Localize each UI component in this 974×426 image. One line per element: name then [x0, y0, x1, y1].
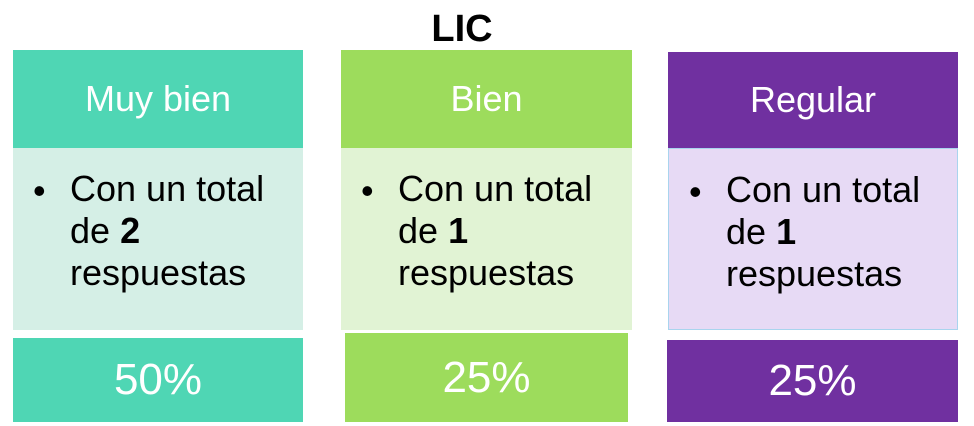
title: LIC — [431, 8, 493, 50]
card-header: Muy bien — [13, 50, 303, 148]
text-prefix: Con un total de — [70, 168, 265, 251]
percent: 25% — [345, 333, 628, 422]
count: 2 — [120, 210, 141, 251]
card-text: Con un total de 1 respuestas — [726, 169, 941, 295]
count: 1 — [776, 211, 797, 252]
card-text: Con un total de 2 respuestas — [70, 168, 285, 294]
card-text: Con un total de 1 respuestas — [398, 168, 613, 294]
text-suffix: respuestas — [70, 252, 247, 293]
text-suffix: respuestas — [398, 252, 575, 293]
count: 1 — [448, 210, 469, 251]
text-prefix: Con un total de — [398, 168, 593, 251]
percent: 50% — [13, 338, 303, 422]
card-header: Regular — [668, 52, 958, 148]
card-body: • Con un total de 2 respuestas — [13, 148, 303, 330]
bullet: • — [361, 170, 374, 211]
card-header: Bien — [341, 50, 632, 148]
card-body: • Con un total de 1 respuestas — [341, 148, 632, 330]
percent: 25% — [667, 340, 958, 422]
bullet: • — [689, 171, 702, 212]
bullet: • — [33, 170, 46, 211]
text-suffix: respuestas — [726, 253, 903, 294]
card-body: • Con un total de 1 respuestas — [668, 148, 958, 330]
text-prefix: Con un total de — [726, 169, 921, 252]
